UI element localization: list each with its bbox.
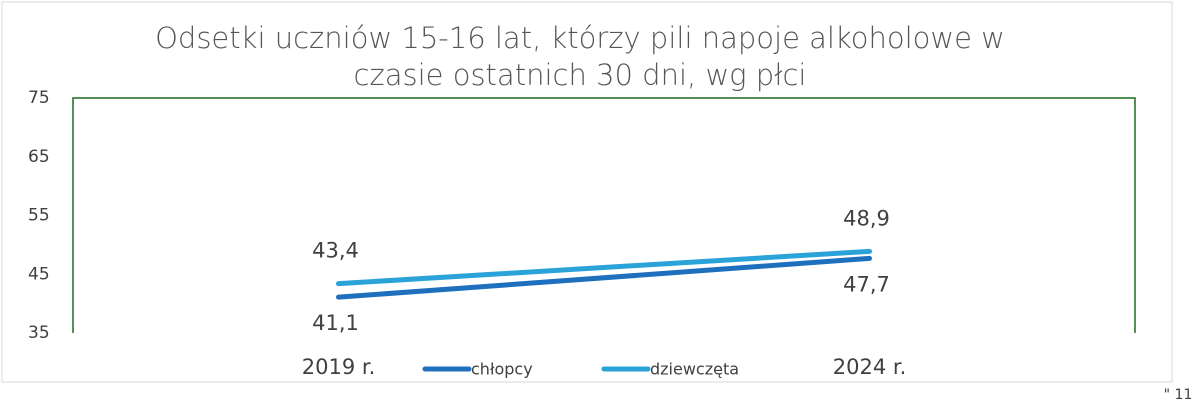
legend-label: chłopcy <box>471 360 533 379</box>
x-tick-label: 2019 r. <box>302 355 376 379</box>
series-line <box>336 248 872 287</box>
y-tick-label: 55 <box>28 206 50 226</box>
y-tick-label: 65 <box>28 147 50 167</box>
chart-title: czasie ostatnich 30 dni, wg płci <box>354 58 807 92</box>
series-line <box>336 255 872 300</box>
x-tick-label: 2024 r. <box>833 355 907 379</box>
corner-text: " 11 <box>1164 387 1193 403</box>
chart-frame <box>1 1 1173 383</box>
y-tick-label: 35 <box>28 323 50 343</box>
data-label: 47,7 <box>843 272 890 296</box>
data-label: 43,4 <box>312 239 359 263</box>
chart-title: Odsetki uczniów 15-16 lat, którzy pili n… <box>155 21 1005 55</box>
data-label: 41,1 <box>312 311 359 335</box>
y-tick-label: 45 <box>28 264 50 284</box>
legend-label: dziewczęta <box>650 360 739 379</box>
y-tick-label: 75 <box>28 88 50 108</box>
data-label: 48,9 <box>843 206 890 230</box>
plot-border <box>72 97 1136 333</box>
